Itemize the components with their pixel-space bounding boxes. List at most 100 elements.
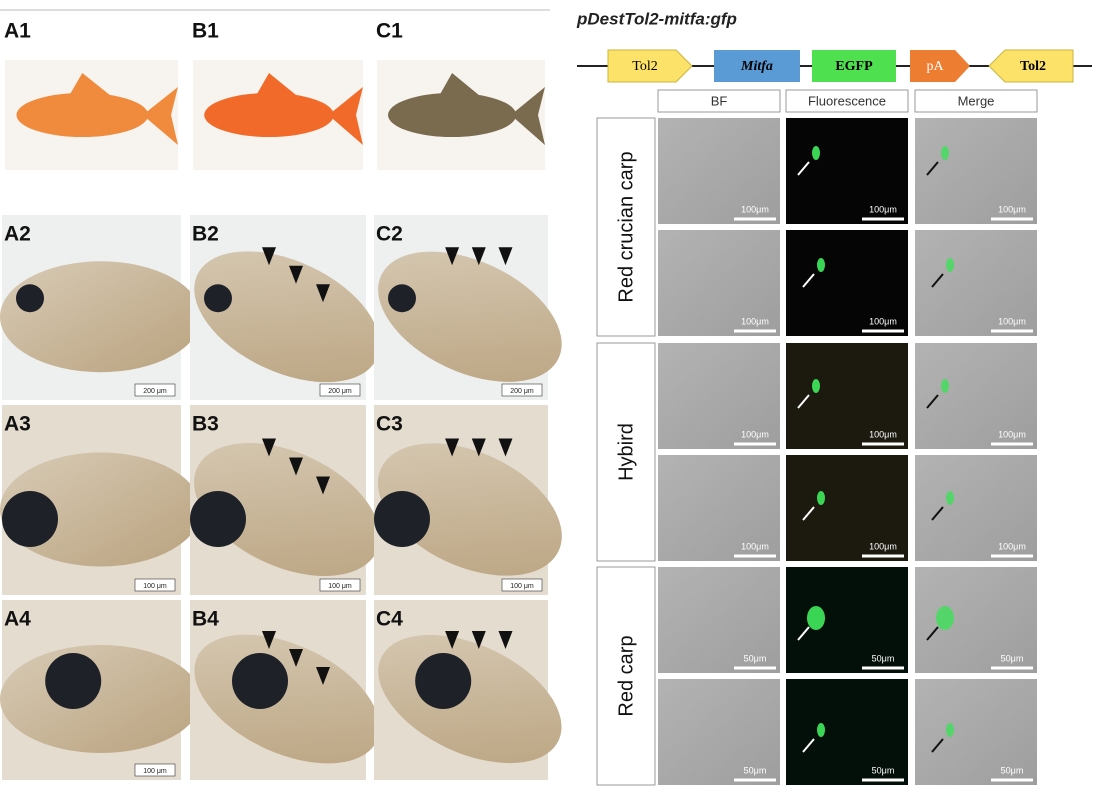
pointer-arrow xyxy=(797,394,810,409)
arrowhead xyxy=(445,247,460,266)
scale-label: 100 μm xyxy=(510,583,534,590)
panel-label: A4 xyxy=(4,608,31,631)
scale-box xyxy=(319,578,361,592)
panel-label: A2 xyxy=(4,223,31,246)
eye xyxy=(232,653,288,709)
gfp-cell xyxy=(817,258,825,272)
micrograph xyxy=(915,567,1037,673)
gfp-cell xyxy=(941,379,949,393)
scale-label: 100μm xyxy=(869,204,897,214)
scale-label: 200 μm xyxy=(328,388,352,395)
micrograph xyxy=(658,118,780,224)
arrowhead xyxy=(262,247,276,266)
scale-label: 50μm xyxy=(1001,653,1024,663)
eye xyxy=(388,284,416,313)
pointer-arrow xyxy=(797,161,810,176)
construct-title: pDestTol2-mitfa:gfp xyxy=(576,9,737,28)
panel-label: C4 xyxy=(376,608,403,631)
gfp-cell xyxy=(812,379,820,393)
micrograph xyxy=(658,679,780,785)
micrograph xyxy=(786,455,908,561)
scale-label: 200 μm xyxy=(143,388,167,395)
scale-label: 100μm xyxy=(741,541,769,551)
arrowhead xyxy=(262,631,276,649)
eye xyxy=(204,284,232,313)
scale-label: 50μm xyxy=(872,765,895,775)
row-label: Hybird xyxy=(615,423,637,481)
pointer-arrow xyxy=(926,626,939,641)
column-header-box xyxy=(914,89,1038,113)
scale-label: 50μm xyxy=(1001,765,1024,775)
scale-label: 100 μm xyxy=(143,583,167,590)
micrograph xyxy=(658,343,780,449)
scale-label: 100μm xyxy=(869,429,897,439)
fish-tail xyxy=(142,87,178,145)
micrograph xyxy=(915,455,1037,561)
scale-label: 100μm xyxy=(869,316,897,326)
row-label-box xyxy=(596,117,656,337)
arrowhead xyxy=(316,284,330,303)
larva-body xyxy=(378,251,562,382)
row-label-box xyxy=(596,566,656,786)
larva-body xyxy=(194,251,380,383)
panel-label: C2 xyxy=(376,223,403,246)
construct-label: Tol2 xyxy=(632,59,657,74)
row-label: Red carp xyxy=(615,635,637,716)
micrograph xyxy=(915,118,1037,224)
row-label: Red crucian carp xyxy=(615,151,637,302)
scale-label: 50μm xyxy=(872,653,895,663)
scale-box xyxy=(319,383,361,397)
column-header-box xyxy=(657,89,781,113)
fish-body xyxy=(204,93,334,137)
scale-label: 100μm xyxy=(998,541,1026,551)
larva-body xyxy=(194,443,380,576)
eye xyxy=(16,284,44,313)
scale-label: 100μm xyxy=(869,541,897,551)
micrograph xyxy=(786,343,908,449)
column-header: Fluorescence xyxy=(808,93,886,108)
column-header-box xyxy=(785,89,909,113)
fish-fin xyxy=(256,73,296,95)
eye xyxy=(190,491,246,547)
arrowhead xyxy=(445,631,460,649)
eye xyxy=(2,491,58,547)
arrowhead xyxy=(316,476,330,495)
eye xyxy=(374,491,430,547)
scale-box xyxy=(134,383,176,397)
eye xyxy=(45,653,102,709)
pointer-arrow xyxy=(931,506,944,521)
gfp-cell xyxy=(817,723,825,737)
arrowhead xyxy=(289,457,303,476)
construct-label: Tol2 xyxy=(1020,59,1046,74)
gfp-cell xyxy=(941,146,949,160)
pointer-arrow xyxy=(926,394,939,409)
arrowhead xyxy=(471,438,486,457)
micrograph xyxy=(658,230,780,336)
fish-tail xyxy=(328,87,363,145)
scale-label: 50μm xyxy=(744,653,767,663)
panel-label: A1 xyxy=(4,20,31,43)
panel-label: C3 xyxy=(376,413,403,436)
gfp-cell xyxy=(807,606,825,630)
pointer-arrow xyxy=(802,506,815,521)
pointer-arrow xyxy=(926,161,939,176)
arrowhead xyxy=(316,667,330,685)
fish-tail xyxy=(510,87,545,145)
scale-label: 100 μm xyxy=(143,768,167,775)
micrograph xyxy=(658,455,780,561)
pointer-arrow xyxy=(931,738,944,753)
fish-fin xyxy=(439,73,479,95)
micrograph xyxy=(786,679,908,785)
arrowhead xyxy=(498,631,513,649)
scale-label: 100μm xyxy=(998,316,1026,326)
micrograph xyxy=(915,343,1037,449)
scale-label: 100μm xyxy=(741,429,769,439)
pointer-arrow xyxy=(797,626,810,641)
gfp-cell xyxy=(817,491,825,505)
arrowhead xyxy=(498,438,513,457)
arrowhead xyxy=(289,649,303,667)
micrograph xyxy=(786,567,908,673)
construct-label: Mitfa xyxy=(740,59,773,74)
gfp-cell xyxy=(936,606,954,630)
